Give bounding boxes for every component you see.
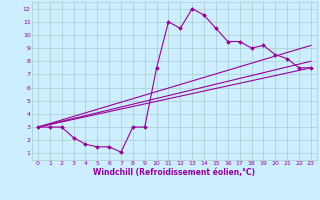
X-axis label: Windchill (Refroidissement éolien,°C): Windchill (Refroidissement éolien,°C) [93,168,255,177]
